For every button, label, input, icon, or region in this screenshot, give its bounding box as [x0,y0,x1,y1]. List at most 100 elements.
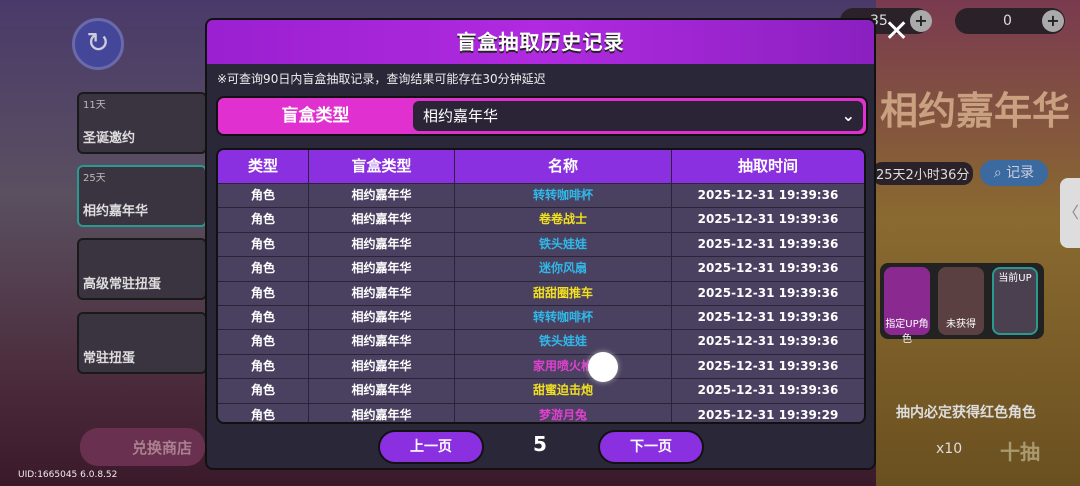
column-header: 类型 [218,150,309,183]
row-box-type: 相约嘉年华 [309,305,455,330]
card-title: 相约嘉年华 [83,204,149,219]
row-time: 2025-12-31 19:39:36 [697,383,839,398]
card-days: 11天 [83,100,106,111]
table-row: 角色 相约嘉年华 迷你风扇 2025-12-31 19:39:36 [218,256,864,281]
table-row: 角色 相约嘉年华 甜甜圈推车 2025-12-31 19:39:36 [218,280,864,305]
row-name: 转转咖啡杯 [455,184,672,208]
card-days: 25天 [83,173,106,184]
row-name: 甜甜圈推车 [455,281,672,305]
row-time: 2025-12-31 19:39:36 [697,334,839,349]
table-row: 角色 相约嘉年华 铁头娃娃 2025-12-31 19:39:36 [218,329,864,354]
row-type: 角色 [218,208,309,232]
search-icon: ⌕ [993,165,1007,181]
avatar-strip: 指定UP角色 未获得 当前UP [880,263,1044,345]
row-time: 2025-12-31 19:39:36 [697,212,839,227]
table-row: 角色 相约嘉年华 梦游月兔 2025-12-31 19:39:29 [218,402,864,422]
card-title: 圣诞邀约 [83,131,136,146]
banner-background [876,0,1080,486]
row-box-type: 相约嘉年华 [309,379,455,403]
table-row: 角色 相约嘉年华 甜蜜迫击炮 2025-12-31 19:39:36 [218,378,864,403]
uid-label: UID:1665045 6.0.8.52 [18,470,118,480]
row-time: 2025-12-31 19:39:36 [697,285,839,300]
avatar-up-select[interactable]: 指定UP角色 [884,267,930,345]
query-note: ※可查询90日内盲盒抽取记录，查询结果可能存在30分钟延迟 [217,72,546,86]
row-time: 2025-12-31 19:39:36 [697,188,839,202]
banner-title: 相约嘉年华 [880,89,1071,133]
row-box-type: 相约嘉年华 [309,330,455,354]
table-row: 角色 相约嘉年华 家用喷火枪 2025-12-31 19:39:36 [218,353,864,379]
row-box-type: 相约嘉年华 [309,281,455,305]
row-type: 角色 [218,403,309,422]
table-row: 角色 相约嘉年华 转转咖啡杯 2025-12-31 19:39:36 [218,304,864,330]
row-box-type: 相约嘉年华 [309,232,455,257]
close-icon[interactable]: ✕ [884,14,910,49]
row-type: 角色 [218,281,309,305]
table-header: 类型 盲盒类型 名称 抽取时间 [218,150,864,183]
modal-title: 盲盒抽取历史记录 [207,20,874,64]
record-button[interactable]: ⌕ 记录 [980,160,1048,186]
cost-label: x10 [936,441,963,457]
history-modal: 盲盒抽取历史记录 ※可查询90日内盲盒抽取记录，查询结果可能存在30分钟延迟 盲… [205,18,876,470]
table-row: 角色 相约嘉年华 卷卷战士 2025-12-31 19:39:36 [218,207,864,232]
filter-label: 盲盒类型 [281,106,350,126]
row-name: 迷你风扇 [455,257,672,281]
row-name: 铁头娃娃 [455,232,672,257]
row-time: 2025-12-31 19:39:36 [697,358,839,373]
record-label: 记录 [1006,165,1035,181]
column-header: 抽取时间 [737,157,798,175]
add-currency-1-icon[interactable]: + [910,10,932,32]
add-currency-2-icon[interactable]: + [1042,10,1064,32]
row-type: 角色 [218,184,309,208]
exchange-shop-button[interactable]: 兑换商店 [80,428,205,466]
row-type: 角色 [218,257,309,281]
row-type: 角色 [218,379,309,403]
banner-card-christmas[interactable]: 11天圣诞邀约 [77,92,207,154]
guarantee-text: 抽内必定获得红色角色 [896,405,1036,421]
table-row: 角色 相约嘉年华 转转咖啡杯 2025-12-31 19:39:36 [218,183,864,208]
column-header: 盲盒类型 [309,150,455,183]
shop-label: 兑换商店 [132,439,193,457]
side-panel-toggle[interactable]: 〈 [1060,178,1080,248]
row-name: 甜蜜迫击炮 [455,379,672,403]
row-time: 2025-12-31 19:39:36 [697,261,839,276]
row-type: 角色 [218,305,309,330]
row-type: 角色 [218,330,309,354]
row-box-type: 相约嘉年华 [309,354,455,379]
box-type-filter: 盲盒类型 相约嘉年华 ⌄ [216,96,868,136]
currency-2-value: 0 [1003,13,1012,29]
banner-timer: 25天2小时36分 [872,162,974,185]
history-table: 类型 盲盒类型 名称 抽取时间 角色 相约嘉年华 转转咖啡杯 2025-12-31 1… [216,148,866,424]
row-type: 角色 [218,354,309,379]
row-name: 铁头娃娃 [455,330,672,354]
ten-pull-button[interactable]: 十抽 [1000,440,1040,464]
banner-card-carnival[interactable]: 25天相约嘉年华 [77,165,207,227]
box-type-select[interactable]: 相约嘉年华 ⌄ [413,101,863,131]
avatar-current-up[interactable]: 当前UP [992,267,1038,335]
select-value: 相约嘉年华 [423,107,499,125]
avatar-label: 当前UP [998,273,1032,284]
avatar-label: 未获得 [946,319,976,330]
row-time: 2025-12-31 19:39:36 [697,236,839,251]
row-time: 2025-12-31 19:39:36 [697,309,839,324]
banner-card-premium[interactable]: 高级常驻扭蛋 [77,238,207,300]
next-page-button[interactable]: 下一页 [598,430,704,464]
back-button[interactable]: ↻ [72,18,124,70]
table-row: 角色 相约嘉年华 铁头娃娃 2025-12-31 19:39:36 [218,231,864,257]
banner-card-standard[interactable]: 常驻扭蛋 [77,312,207,374]
avatar-unobtained[interactable]: 未获得 [938,267,984,335]
row-box-type: 相约嘉年华 [309,257,455,281]
touch-indicator [588,352,618,382]
row-time: 2025-12-31 19:39:29 [697,407,839,422]
chevron-down-icon: ⌄ [841,106,855,125]
row-box-type: 相约嘉年华 [309,184,455,208]
row-name: 转转咖啡杯 [455,305,672,330]
row-name: 梦游月兔 [455,403,672,422]
column-header: 名称 [455,150,672,183]
row-type: 角色 [218,232,309,257]
page-number: 5 [533,432,547,456]
row-name: 卷卷战士 [455,208,672,232]
row-name: 家用喷火枪 [455,354,672,379]
avatar-label: 指定UP角色 [885,319,929,345]
card-title: 常驻扭蛋 [83,351,136,366]
prev-page-button[interactable]: 上一页 [378,430,484,464]
